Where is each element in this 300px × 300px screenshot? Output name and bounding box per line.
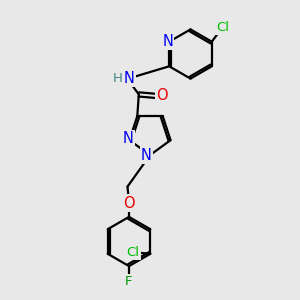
Text: Cl: Cl [216,21,229,34]
Text: H: H [113,72,123,85]
Text: N: N [122,131,134,146]
Text: O: O [156,88,167,104]
Text: N: N [124,71,135,86]
Text: Cl: Cl [127,246,140,259]
Text: O: O [123,196,135,211]
Text: N: N [162,34,173,49]
Text: F: F [125,274,133,288]
Text: N: N [141,148,152,163]
